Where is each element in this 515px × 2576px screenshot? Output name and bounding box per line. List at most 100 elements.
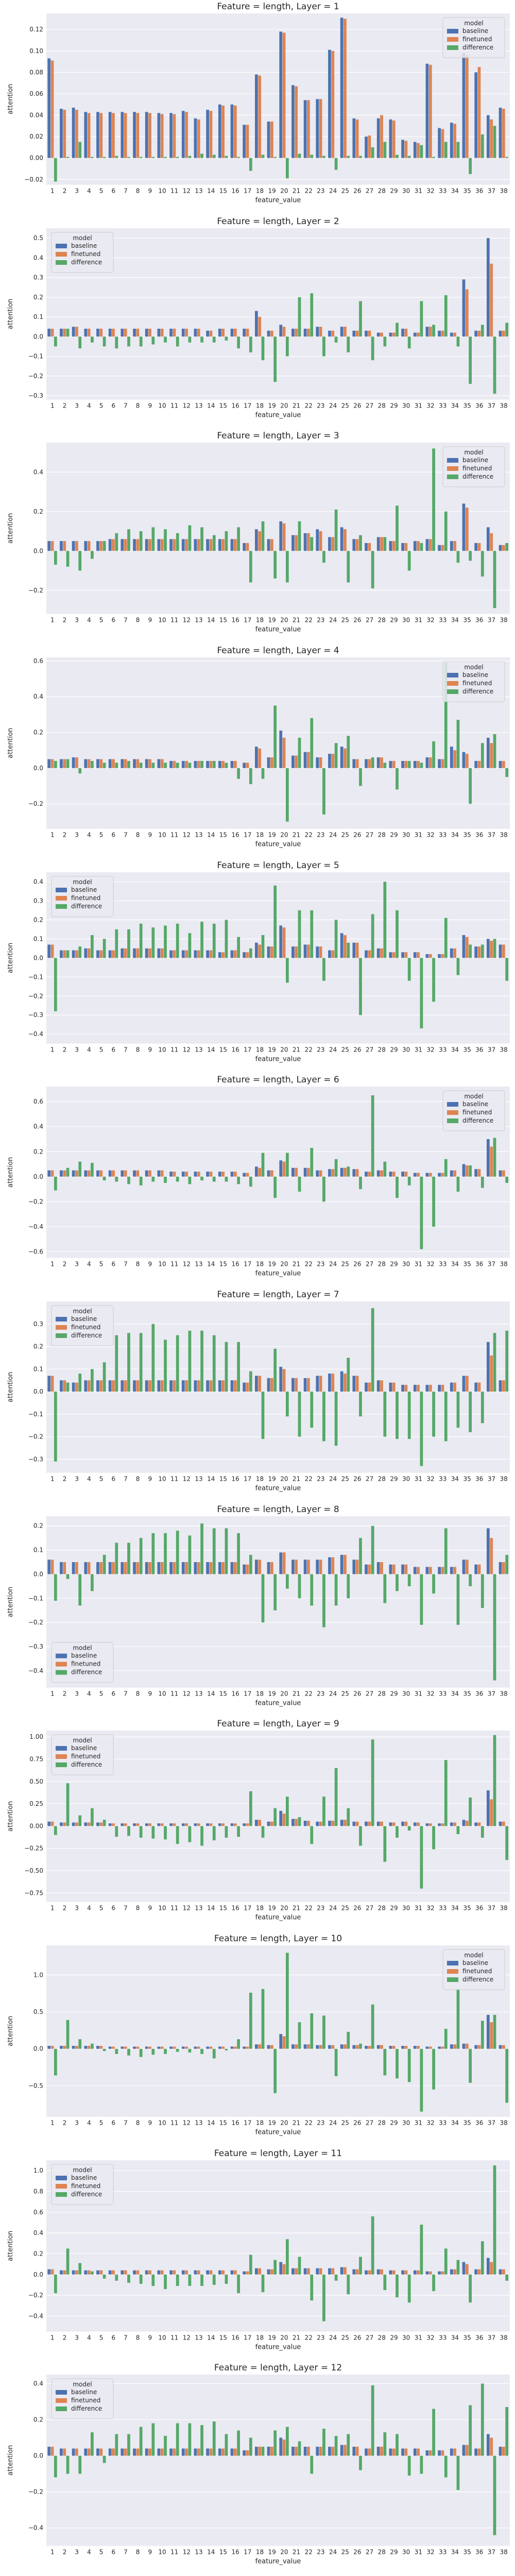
- bar-baseline: [474, 760, 478, 768]
- legend-swatch-finetuned: [56, 251, 67, 257]
- x-tick-label: 32: [426, 2334, 434, 2341]
- bar-baseline: [291, 1559, 295, 1574]
- bar-baseline: [499, 545, 502, 551]
- x-tick-label: 5: [99, 2120, 104, 2127]
- x-tick-label: 1: [50, 2120, 55, 2127]
- bar-difference: [432, 2048, 435, 2090]
- x-tick-label: 26: [353, 402, 361, 409]
- x-tick-label: 33: [439, 1476, 447, 1483]
- bar-baseline: [181, 2448, 185, 2456]
- bar-finetuned: [331, 950, 335, 958]
- legend-swatch-finetuned: [56, 1662, 67, 1667]
- bar-difference: [139, 157, 143, 158]
- bar-finetuned: [173, 2046, 176, 2049]
- bar-baseline: [291, 2447, 295, 2456]
- bar-finetuned: [112, 950, 115, 958]
- bar-baseline: [169, 2046, 173, 2049]
- bar-baseline: [230, 950, 234, 958]
- bar-baseline: [84, 328, 88, 336]
- x-tick-label: 4: [87, 188, 91, 195]
- bar-finetuned: [368, 2270, 371, 2275]
- bar-finetuned: [307, 533, 310, 551]
- bar-difference: [444, 2029, 448, 2049]
- x-tick-label: 20: [280, 1690, 288, 1697]
- x-tick-label: 18: [256, 1905, 264, 1912]
- x-tick-label: 10: [158, 617, 166, 624]
- x-tick-label: 37: [488, 188, 495, 195]
- bar-baseline: [181, 1823, 185, 1826]
- x-tick-label: 1: [50, 188, 55, 195]
- bar-baseline: [389, 119, 392, 158]
- x-tick-label: 16: [231, 1261, 239, 1268]
- bar-finetuned: [173, 1172, 176, 1177]
- x-tick-label: 21: [293, 188, 300, 195]
- bar-finetuned: [502, 2269, 505, 2275]
- bar-baseline: [486, 238, 490, 336]
- bar-finetuned: [160, 948, 164, 958]
- bar-finetuned: [246, 125, 249, 158]
- legend-label-baseline: baseline: [71, 242, 97, 249]
- bar-baseline: [84, 2270, 88, 2275]
- bar-difference: [225, 2274, 228, 2284]
- x-tick-label: 13: [195, 617, 202, 624]
- bar-finetuned: [344, 2445, 347, 2456]
- bar-difference: [310, 1392, 314, 1428]
- x-tick-label: 29: [390, 617, 398, 624]
- bar-finetuned: [295, 946, 298, 958]
- bar-finetuned: [136, 1823, 140, 1826]
- legend-title: model: [464, 449, 483, 456]
- legend-swatch-finetuned: [447, 466, 458, 471]
- bar-baseline: [365, 2046, 368, 2049]
- bar-finetuned: [112, 2448, 115, 2456]
- x-tick-label: 22: [305, 188, 313, 195]
- bar-baseline: [145, 2270, 148, 2275]
- bar-baseline: [291, 535, 295, 551]
- bar-finetuned: [185, 950, 188, 958]
- x-tick-label: 11: [170, 1690, 178, 1697]
- x-tick-label: 18: [256, 1690, 264, 1697]
- bar-finetuned: [441, 2046, 444, 2049]
- bar-difference: [310, 155, 314, 158]
- bar-finetuned: [490, 940, 493, 958]
- x-tick-label: 16: [231, 2549, 239, 2556]
- bar-difference: [176, 1826, 179, 1844]
- x-tick-label: 1: [50, 2334, 55, 2341]
- bar-finetuned: [124, 2270, 127, 2275]
- bar-baseline: [474, 946, 478, 958]
- x-tick-label: 11: [170, 832, 178, 839]
- y-tick-label: −0.2: [28, 2292, 43, 2299]
- bar-finetuned: [319, 326, 322, 336]
- y-tick-label: −0.5: [28, 2082, 43, 2089]
- x-tick-label: 38: [500, 188, 508, 195]
- y-tick-label: 0.1: [33, 313, 43, 320]
- bar-finetuned: [368, 135, 371, 158]
- bar-difference: [493, 2165, 496, 2275]
- bar-difference: [249, 551, 252, 583]
- bar-difference: [396, 1392, 399, 1439]
- bar-baseline: [279, 2437, 283, 2456]
- bar-baseline: [108, 2448, 112, 2456]
- bar-baseline: [413, 1173, 417, 1177]
- x-tick-label: 18: [256, 402, 264, 409]
- x-tick-label: 24: [329, 617, 337, 624]
- x-tick-label: 10: [158, 2120, 166, 2127]
- bar-finetuned: [136, 328, 140, 336]
- bar-difference: [54, 2048, 57, 2076]
- x-tick-label: 21: [293, 1905, 300, 1912]
- bar-difference: [225, 336, 228, 341]
- bar-baseline: [389, 2270, 392, 2275]
- x-axis-label: feature_value: [255, 1485, 301, 1493]
- bar-finetuned: [112, 2046, 115, 2049]
- bar-baseline: [206, 1172, 209, 1177]
- bar-finetuned: [417, 143, 420, 158]
- x-tick-label: 28: [378, 188, 386, 195]
- bar-finetuned: [258, 1168, 262, 1177]
- bar-finetuned: [197, 760, 200, 768]
- bar-baseline: [96, 2448, 99, 2456]
- x-tick-label: 23: [317, 1690, 324, 1697]
- bar-baseline: [401, 952, 404, 958]
- bar-finetuned: [148, 2448, 151, 2456]
- bar-finetuned: [50, 1171, 54, 1177]
